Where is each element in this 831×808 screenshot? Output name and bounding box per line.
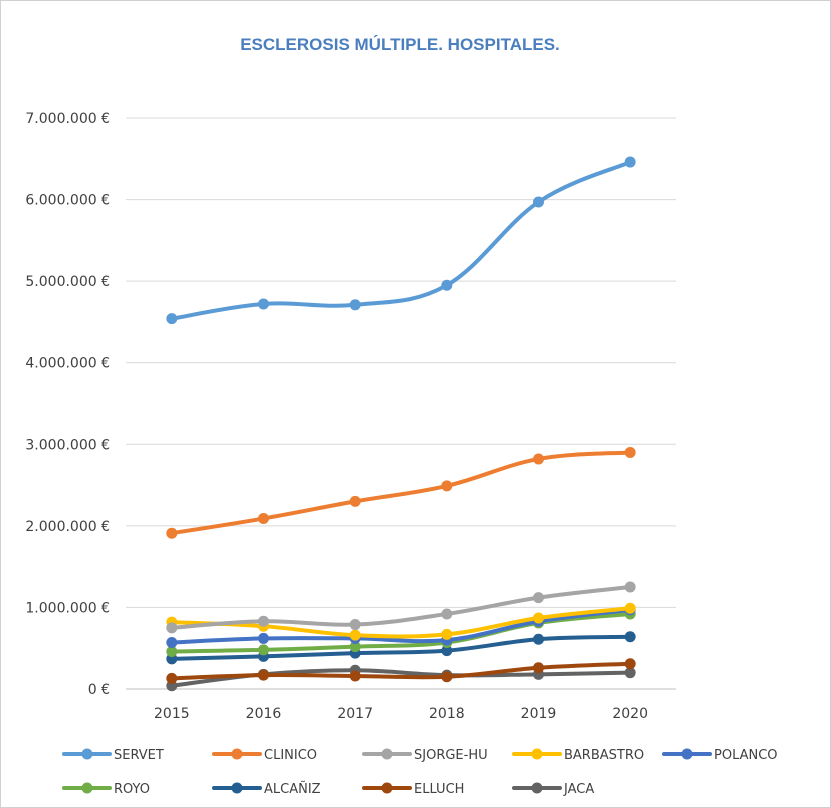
- data-point: [349, 670, 361, 682]
- series-line: [169, 160, 633, 321]
- legend-item-sjorge-hu: SJORGE-HU: [362, 748, 488, 763]
- data-point: [624, 631, 636, 643]
- data-point: [166, 313, 178, 325]
- data-point: [624, 658, 636, 670]
- series-line: [169, 606, 633, 639]
- legend: SERVET CLINICO SJORGE-HU BARBASTRO POLANCO RO…: [62, 748, 778, 797]
- legend-item-royo: ROYO: [62, 782, 150, 797]
- data-point: [533, 453, 544, 465]
- x-axis-ticks: 2015 2016 2017 2018 2019 2020: [154, 706, 648, 722]
- data-point: [258, 298, 269, 310]
- legend-swatch-marker: [81, 748, 93, 760]
- legend-item-barbastro: BARBASTRO: [512, 748, 644, 763]
- y-tick-label: 4.000.000 €: [25, 356, 110, 372]
- data-point: [441, 628, 453, 640]
- x-tick-label: 2020: [612, 706, 648, 722]
- legend-swatch-marker: [81, 782, 93, 794]
- data-point: [533, 196, 544, 208]
- legend-item-alcañiz: ALCAÑIZ: [212, 781, 321, 797]
- series-line: [169, 585, 633, 630]
- data-point: [533, 612, 544, 624]
- data-point: [349, 629, 361, 641]
- data-point: [441, 279, 453, 291]
- series-clinico: [166, 446, 636, 539]
- data-point: [166, 645, 178, 657]
- data-point: [349, 641, 361, 653]
- legend-label: SERVET: [114, 748, 164, 763]
- legend-item-polanco: POLANCO: [662, 748, 778, 763]
- data-point: [533, 662, 544, 674]
- chart-title: ESCLEROSIS MÚLTIPLE. HOSPITALES.: [240, 35, 560, 54]
- legend-swatch-marker: [531, 748, 543, 760]
- legend-swatch-marker: [531, 782, 543, 794]
- x-tick-label: 2017: [337, 706, 373, 722]
- legend-label: BARBASTRO: [564, 748, 644, 763]
- legend-swatch-marker: [681, 748, 693, 760]
- y-tick-label: 7.000.000 €: [25, 111, 110, 127]
- legend-label: JACA: [563, 782, 594, 797]
- data-point: [258, 644, 269, 656]
- y-tick-label: 1.000.000 €: [25, 600, 110, 616]
- data-point: [533, 592, 544, 604]
- y-tick-label: 2.000.000 €: [25, 519, 110, 535]
- data-point: [441, 671, 453, 683]
- gridlines: [126, 117, 676, 690]
- data-point: [624, 156, 636, 168]
- data-point: [441, 480, 453, 492]
- y-axis-ticks: 0 € 1.000.000 € 2.000.000 € 3.000.000 € 4.00…: [25, 111, 110, 698]
- data-point: [624, 446, 636, 458]
- legend-label: SJORGE-HU: [414, 748, 488, 763]
- data-point: [166, 672, 178, 684]
- data-point: [166, 527, 178, 539]
- x-tick-label: 2015: [154, 706, 190, 722]
- data-point: [441, 645, 453, 657]
- x-tick-label: 2018: [429, 706, 465, 722]
- data-point: [533, 633, 544, 645]
- series-line: [169, 634, 633, 661]
- legend-label: ALCAÑIZ: [264, 781, 321, 797]
- data-point: [624, 667, 636, 679]
- data-point: [258, 615, 269, 627]
- data-point: [166, 637, 178, 649]
- legend-item-elluch: ELLUCH: [362, 782, 464, 797]
- series-servet: [166, 156, 636, 325]
- data-point: [624, 581, 636, 593]
- series-line: [169, 607, 633, 645]
- data-point: [258, 632, 269, 644]
- data-point: [441, 608, 453, 620]
- series-line: [169, 450, 633, 536]
- y-tick-label: 0 €: [88, 682, 110, 698]
- legend-swatch-marker: [231, 748, 243, 760]
- legend-label: POLANCO: [714, 748, 778, 763]
- legend-swatch-marker: [381, 782, 393, 794]
- data-point: [258, 669, 269, 681]
- legend-label: ROYO: [114, 782, 150, 797]
- x-tick-label: 2016: [246, 706, 282, 722]
- y-tick-label: 6.000.000 €: [25, 193, 110, 209]
- series-lines: [166, 156, 636, 692]
- legend-label: CLINICO: [264, 748, 317, 763]
- series-line: [169, 661, 633, 681]
- legend-swatch-marker: [231, 782, 243, 794]
- x-tick-label: 2019: [521, 706, 557, 722]
- data-point: [258, 513, 269, 525]
- y-tick-label: 5.000.000 €: [25, 274, 110, 290]
- legend-item-jaca: JACA: [512, 782, 594, 797]
- y-tick-label: 3.000.000 €: [25, 437, 110, 453]
- data-point: [166, 622, 178, 634]
- data-point: [349, 299, 361, 311]
- legend-item-clinico: CLINICO: [212, 748, 317, 763]
- data-point: [624, 602, 636, 614]
- data-point: [349, 619, 361, 631]
- legend-swatch-marker: [381, 748, 393, 760]
- series-elluch: [166, 658, 636, 684]
- series-sjorge-hu: [166, 581, 636, 634]
- legend-label: ELLUCH: [414, 782, 464, 797]
- data-point: [349, 495, 361, 507]
- legend-item-servet: SERVET: [62, 748, 164, 763]
